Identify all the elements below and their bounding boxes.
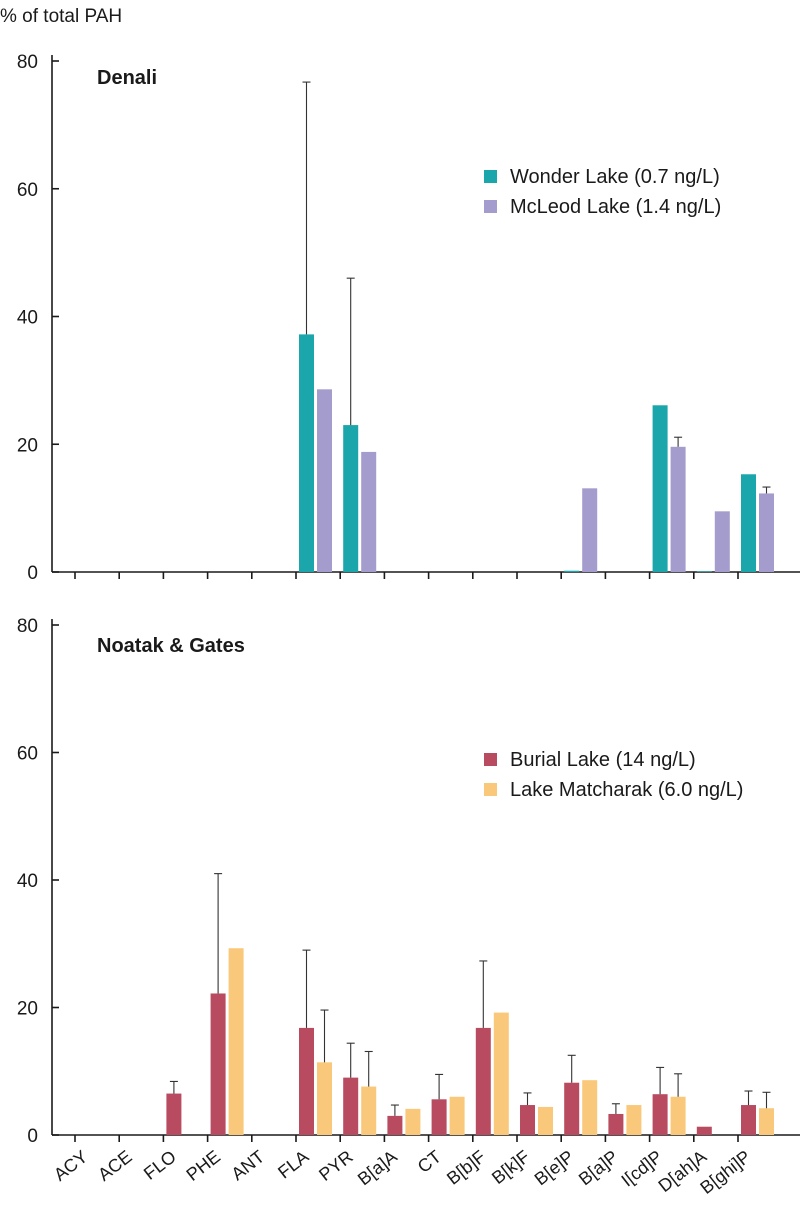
legend-swatch bbox=[484, 783, 497, 796]
bar-mcleod-lake-b-ghi-p bbox=[759, 493, 774, 572]
legend-label: Burial Lake (14 ng/L) bbox=[510, 749, 696, 771]
bar-lake-matcharak-i-cd-p bbox=[670, 1096, 686, 1135]
bar-wonder-lake-fla bbox=[299, 334, 314, 572]
bar-burial-lake-b-e-p bbox=[564, 1082, 580, 1135]
x-tick-label-ace: ACE bbox=[94, 1146, 135, 1185]
bar-lake-matcharak-b-e-p bbox=[582, 1080, 598, 1135]
legend-label: McLeod Lake (1.4 ng/L) bbox=[510, 196, 721, 218]
bar-mcleod-lake-fla bbox=[317, 389, 332, 572]
x-tick-label-b-e-p: B[e]P bbox=[531, 1146, 578, 1189]
bar-burial-lake-flo bbox=[166, 1093, 182, 1135]
x-tick-label-b-a-a: B[a]A bbox=[354, 1146, 401, 1189]
bar-wonder-lake-b-ghi-p bbox=[741, 474, 756, 572]
x-tick-label-b-ghi-p: B[ghi]P bbox=[696, 1146, 754, 1197]
y-tick-label: 60 bbox=[17, 180, 38, 201]
x-tick-label-pyr: PYR bbox=[315, 1146, 356, 1185]
bar-lake-matcharak-ct bbox=[449, 1096, 465, 1135]
bar-wonder-lake-i-cd-p bbox=[652, 405, 668, 572]
bar-burial-lake-ct bbox=[431, 1099, 447, 1135]
legend-label: Lake Matcharak (6.0 ng/L) bbox=[510, 779, 743, 801]
bar-burial-lake-b-k-f bbox=[520, 1105, 535, 1135]
x-tick-label-fla: FLA bbox=[274, 1146, 312, 1182]
x-tick-label-phe: PHE bbox=[183, 1146, 224, 1185]
x-tick-label-b-a-p: B[a]P bbox=[575, 1146, 622, 1189]
bar-lake-matcharak-phe bbox=[228, 948, 244, 1135]
bar-lake-matcharak-b-k-f bbox=[538, 1106, 553, 1135]
y-tick-label: 0 bbox=[27, 1126, 38, 1147]
y-tick-label: 20 bbox=[17, 999, 38, 1020]
bar-wonder-lake-pyr bbox=[343, 425, 359, 572]
y-tick-label: 60 bbox=[17, 744, 38, 765]
bar-burial-lake-b-a-a bbox=[387, 1115, 403, 1135]
bar-burial-lake-fla bbox=[299, 1027, 314, 1135]
panel-title: Noatak & Gates bbox=[97, 635, 245, 657]
bar-burial-lake-pyr bbox=[343, 1077, 359, 1135]
bar-lake-matcharak-fla bbox=[317, 1062, 332, 1135]
x-tick-label-b-k-f: B[k]F bbox=[488, 1146, 533, 1188]
legend-swatch bbox=[484, 170, 497, 183]
x-tick-label-ant: ANT bbox=[228, 1146, 269, 1184]
bar-burial-lake-phe bbox=[210, 993, 226, 1135]
bar-mcleod-lake-pyr bbox=[361, 451, 377, 572]
y-tick-label: 80 bbox=[17, 616, 38, 637]
bar-lake-matcharak-b-a-a bbox=[405, 1108, 421, 1135]
y-tick-label: 40 bbox=[17, 308, 38, 329]
bar-lake-matcharak-pyr bbox=[361, 1086, 377, 1135]
bar-burial-lake-b-a-p bbox=[608, 1113, 624, 1135]
y-tick-label: 40 bbox=[17, 871, 38, 892]
panel-denali: 0 20 40 60 80 Denali Wonder Lake (0.7 ng/L) McL… bbox=[17, 52, 800, 584]
bar-burial-lake-i-cd-p bbox=[652, 1094, 668, 1135]
bar-mcleod-lake-d-ah-a bbox=[714, 511, 730, 572]
y-tick-label: 80 bbox=[17, 52, 38, 73]
legend-swatch bbox=[484, 753, 497, 766]
bar-lake-matcharak-b-a-p bbox=[626, 1105, 642, 1135]
legend-label: Wonder Lake (0.7 ng/L) bbox=[510, 166, 720, 188]
bar-mcleod-lake-b-e-p bbox=[582, 488, 598, 572]
y-axis-label: % of total PAH bbox=[0, 6, 122, 27]
bar-burial-lake-b-ghi-p bbox=[741, 1105, 756, 1135]
x-tick-label-b-b-f: B[b]F bbox=[443, 1146, 489, 1188]
x-tick-label-acy: ACY bbox=[50, 1146, 91, 1185]
bar-wonder-lake-d-ah-a bbox=[696, 571, 712, 572]
bar-mcleod-lake-i-cd-p bbox=[670, 446, 686, 572]
x-tick-label-ct: CT bbox=[414, 1146, 445, 1177]
y-tick-label: 0 bbox=[27, 563, 38, 584]
bar-burial-lake-b-b-f bbox=[475, 1027, 491, 1135]
legend-swatch bbox=[484, 200, 497, 213]
bar-lake-matcharak-b-b-f bbox=[493, 1012, 509, 1135]
y-tick-label: 20 bbox=[17, 435, 38, 456]
bar-burial-lake-d-ah-a bbox=[696, 1126, 712, 1135]
x-tick-label-flo: FLO bbox=[140, 1146, 180, 1183]
bar-lake-matcharak-b-ghi-p bbox=[759, 1108, 774, 1135]
panel-title: Denali bbox=[97, 67, 157, 89]
panel-noatak-gates: 0 20 40 60 80 Noatak & Gates Burial Lake (14 n… bbox=[17, 616, 800, 1198]
bar-wonder-lake-b-e-p bbox=[564, 570, 580, 572]
